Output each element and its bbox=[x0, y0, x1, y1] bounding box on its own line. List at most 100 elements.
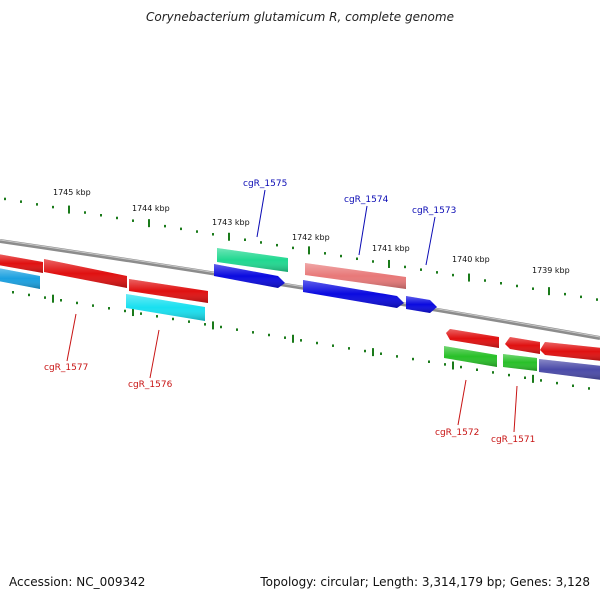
minor-tick bbox=[4, 197, 6, 201]
major-tick bbox=[292, 334, 294, 343]
major-tick bbox=[548, 287, 550, 296]
scale-label: 1740 kbp bbox=[452, 255, 490, 264]
major-tick bbox=[372, 348, 374, 357]
gene-features bbox=[0, 248, 600, 380]
minor-tick bbox=[452, 273, 454, 277]
red-block-5 bbox=[505, 337, 540, 354]
scale-label: 1743 kbp bbox=[212, 218, 250, 227]
leader-line bbox=[457, 379, 467, 426]
minor-tick bbox=[500, 282, 502, 285]
scale-label: 1744 kbp bbox=[132, 204, 170, 213]
minor-tick bbox=[436, 271, 438, 274]
minor-tick bbox=[516, 284, 518, 288]
minor-tick bbox=[204, 323, 206, 326]
minor-tick bbox=[540, 379, 542, 382]
minor-tick bbox=[132, 219, 134, 222]
minor-tick bbox=[292, 246, 294, 250]
minor-tick bbox=[252, 331, 254, 334]
red-block-1 bbox=[0, 254, 43, 273]
gene-label-cgr_1571: cgR_1571 bbox=[491, 435, 535, 445]
green-block-3 bbox=[503, 354, 537, 371]
minor-tick bbox=[100, 214, 102, 217]
minor-tick bbox=[212, 233, 214, 236]
minor-tick bbox=[28, 293, 30, 297]
purple-block-1 bbox=[539, 359, 600, 380]
major-tick bbox=[52, 294, 54, 303]
major-tick bbox=[532, 374, 534, 383]
minor-tick bbox=[588, 387, 590, 390]
minor-tick bbox=[164, 224, 166, 228]
minor-tick bbox=[236, 328, 238, 331]
major-tick bbox=[388, 259, 390, 268]
gene-label-cgr_1577: cgR_1577 bbox=[44, 363, 88, 373]
major-tick bbox=[228, 232, 230, 241]
minor-tick bbox=[476, 368, 478, 371]
minor-tick bbox=[36, 203, 38, 206]
leader-line bbox=[256, 189, 266, 238]
minor-tick bbox=[140, 312, 142, 315]
outer-scale-ticks bbox=[4, 197, 598, 301]
minor-tick bbox=[412, 357, 414, 361]
major-tick bbox=[132, 308, 134, 317]
red-block-3 bbox=[129, 279, 208, 303]
minor-tick bbox=[364, 349, 366, 353]
minor-tick bbox=[180, 227, 182, 231]
minor-tick bbox=[524, 376, 526, 380]
label-leader-lines bbox=[66, 189, 518, 433]
cyan-block-2 bbox=[126, 294, 205, 321]
minor-tick bbox=[324, 252, 326, 255]
gene-label-cgr_1573: cgR_1573 bbox=[412, 206, 456, 216]
minor-tick bbox=[356, 257, 358, 261]
major-tick bbox=[468, 273, 470, 282]
minor-tick bbox=[564, 292, 566, 296]
green-block-2 bbox=[444, 346, 497, 367]
minor-tick bbox=[92, 304, 94, 307]
gene-label-cgr_1574: cgR_1574 bbox=[344, 195, 389, 205]
minor-tick bbox=[372, 260, 374, 263]
red-block-6 bbox=[540, 342, 600, 361]
minor-tick bbox=[156, 315, 158, 318]
salmon-block-1 bbox=[305, 263, 406, 289]
minor-tick bbox=[340, 254, 342, 258]
green-block-1 bbox=[217, 248, 288, 272]
minor-tick bbox=[460, 365, 462, 369]
minor-tick bbox=[52, 205, 54, 209]
minor-tick bbox=[188, 320, 190, 323]
scale-label: 1745 kbp bbox=[53, 188, 91, 197]
minor-tick bbox=[404, 265, 406, 269]
leader-line bbox=[358, 205, 368, 256]
genome-backbone bbox=[0, 239, 600, 340]
minor-tick bbox=[244, 238, 246, 241]
leader-line bbox=[66, 313, 77, 362]
minor-tick bbox=[44, 296, 46, 299]
minor-tick bbox=[196, 230, 198, 233]
minor-tick bbox=[260, 241, 262, 244]
genome-title: Corynebacterium glutamicum R, complete g… bbox=[146, 10, 454, 24]
major-tick bbox=[68, 205, 70, 214]
blue-arrow-2 bbox=[303, 280, 404, 308]
leader-line bbox=[513, 385, 518, 433]
minor-tick bbox=[332, 344, 334, 347]
minor-tick bbox=[20, 200, 22, 203]
major-tick bbox=[308, 246, 310, 255]
red-block-2 bbox=[44, 259, 127, 288]
minor-tick bbox=[84, 211, 86, 214]
scale-label: 1739 kbp bbox=[532, 266, 570, 275]
leader-line bbox=[425, 216, 436, 266]
leader-line bbox=[149, 329, 160, 379]
minor-tick bbox=[580, 295, 582, 299]
gene-label-cgr_1576: cgR_1576 bbox=[128, 380, 173, 390]
minor-tick bbox=[380, 352, 382, 355]
major-tick bbox=[452, 361, 454, 370]
minor-tick bbox=[116, 216, 118, 220]
minor-tick bbox=[276, 243, 278, 247]
major-tick bbox=[212, 321, 214, 330]
minor-tick bbox=[508, 373, 510, 377]
gene-label-cgr_1572: cgR_1572 bbox=[435, 428, 479, 438]
minor-tick bbox=[420, 268, 422, 271]
major-tick bbox=[148, 219, 150, 228]
blue-arrow-3 bbox=[406, 296, 437, 313]
minor-tick bbox=[124, 309, 126, 313]
minor-tick bbox=[396, 355, 398, 358]
